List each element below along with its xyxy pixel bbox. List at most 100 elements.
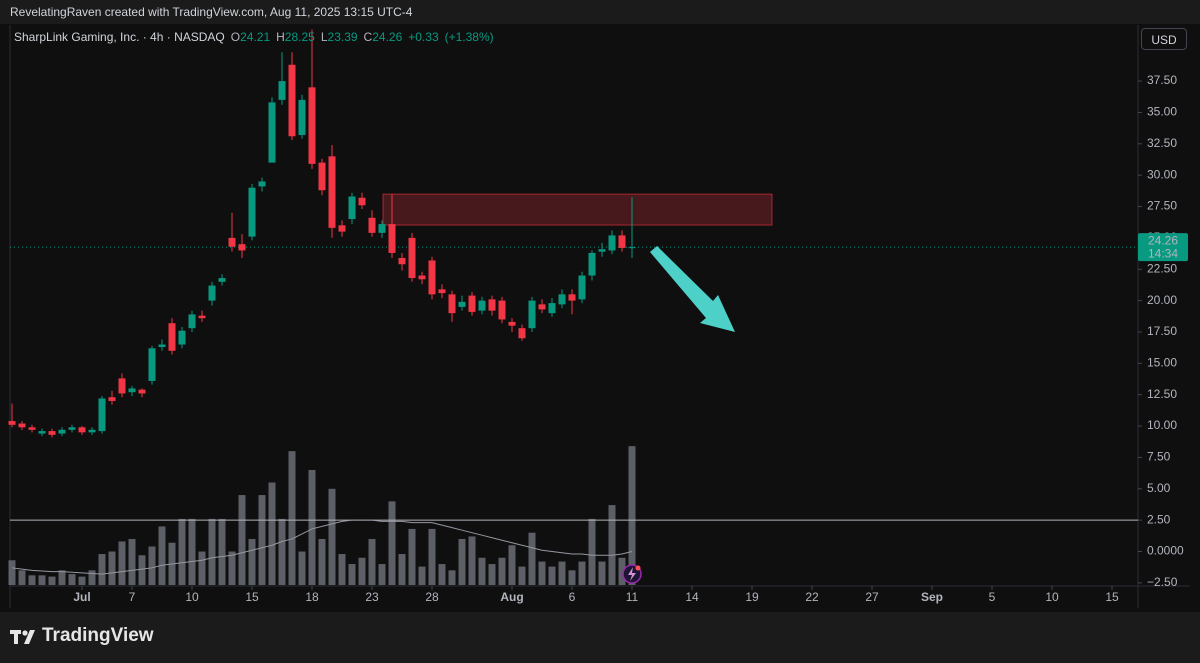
x-tick-label: 18 [305,590,319,604]
candle-body [548,303,556,314]
volume-bar [228,551,236,585]
candle-body [358,197,366,206]
volume-bar [78,576,86,585]
candle-body [538,304,546,310]
volume-bar [118,541,126,585]
x-tick-label: Aug [500,590,523,604]
ohlc-key: O [230,30,241,44]
x-tick-label: 7 [129,590,136,604]
credit: RevelatingRaven created with TradingView… [10,5,413,19]
volume-bar [488,564,496,585]
y-tick-label: 27.50 [1147,199,1177,213]
ma-line [11,519,633,575]
volume-bar [558,561,566,585]
currency-button[interactable]: USD [1141,28,1187,50]
x-tick-label: Jul [73,590,90,604]
volume-bar [288,451,296,585]
candle-body [608,235,616,251]
x-tick-label: 15 [245,590,259,604]
x-tick-label: 5 [989,590,996,604]
ohlc-value: 28.25 [284,30,315,44]
x-tick-label: 6 [569,590,576,604]
volume-bar [548,566,556,585]
candle-body [328,156,336,228]
volume-bar [578,561,586,585]
volume-bar [138,555,146,585]
candle-body [98,398,106,432]
volume-bar [418,566,426,585]
y-tick-label: 30.00 [1147,167,1177,181]
candle-body [618,235,626,248]
y-tick-label: −2.50 [1147,575,1178,589]
volume-bar [148,546,156,585]
x-tick-label: 19 [745,590,759,604]
candle-body [288,64,296,137]
candle-body [408,237,416,279]
volume-bar [608,505,616,585]
volume-bar [588,518,596,585]
volume-bar [378,564,386,585]
volume-bar [408,528,416,585]
candle-body [148,348,156,381]
candle-body [518,328,526,339]
volume-bar [428,528,436,585]
volume-bar [348,564,356,585]
candle-body [588,252,596,276]
volume-bar [158,526,166,585]
x-tick-label: 22 [805,590,819,604]
volume-bar [318,538,326,585]
volume-bar [478,557,486,585]
candle-body [8,421,16,425]
candle-body [508,321,516,326]
candle-body [178,330,186,345]
volume-bar [568,570,576,585]
y-tick-label: 2.50 [1147,512,1171,526]
candle-body [108,397,116,401]
ohlc-key: L [320,30,328,44]
volume-bar [48,576,56,585]
zone [382,193,773,226]
volume-bar [628,446,636,585]
candle-body [198,315,206,319]
candle-body [208,285,216,301]
ohlc-key: H [276,30,285,44]
candle-body [438,289,446,294]
credit-bar: RevelatingRaven created with TradingView… [0,0,1200,24]
volume-bar [278,518,286,585]
volume-bar [8,560,16,585]
candle-body [378,224,386,233]
candle-body [118,378,126,394]
candle-body [318,162,326,191]
volume-bar [468,536,476,585]
volume-bar [598,561,606,585]
price-label: 24.26 [1148,233,1178,247]
logo [10,630,35,644]
ohlc-key: C [363,30,373,44]
candle-body [468,295,476,312]
candle-body [258,181,266,187]
candle-body [78,427,86,433]
volume-bar [218,518,226,585]
volume-bar [198,551,206,585]
volume-bar [388,501,396,585]
volume-bar [248,538,256,585]
volume-bar [108,551,116,585]
volume-bar [68,574,76,585]
candle-body [388,224,396,253]
candle-body [398,257,406,265]
y-tick-label: 20.00 [1147,293,1177,307]
candle-body [268,102,276,163]
y-tick-label: 37.50 [1147,73,1177,87]
volume-bar [358,557,366,585]
change-pct: (+1.38%) [444,30,494,44]
chart: −2.50 0.0000 2.50 5.00 7.50 10.00 12.50 15.00 17… [8,25,1190,608]
candle-body [88,429,96,433]
candle-body [28,427,36,430]
price-label-box [1138,233,1188,262]
volume-bar [268,482,276,585]
candle-body [218,278,226,282]
candle-body [18,423,26,428]
ohlc-value: 23.39 [327,30,358,44]
candle-body [528,300,536,329]
volume-bar [328,488,336,585]
